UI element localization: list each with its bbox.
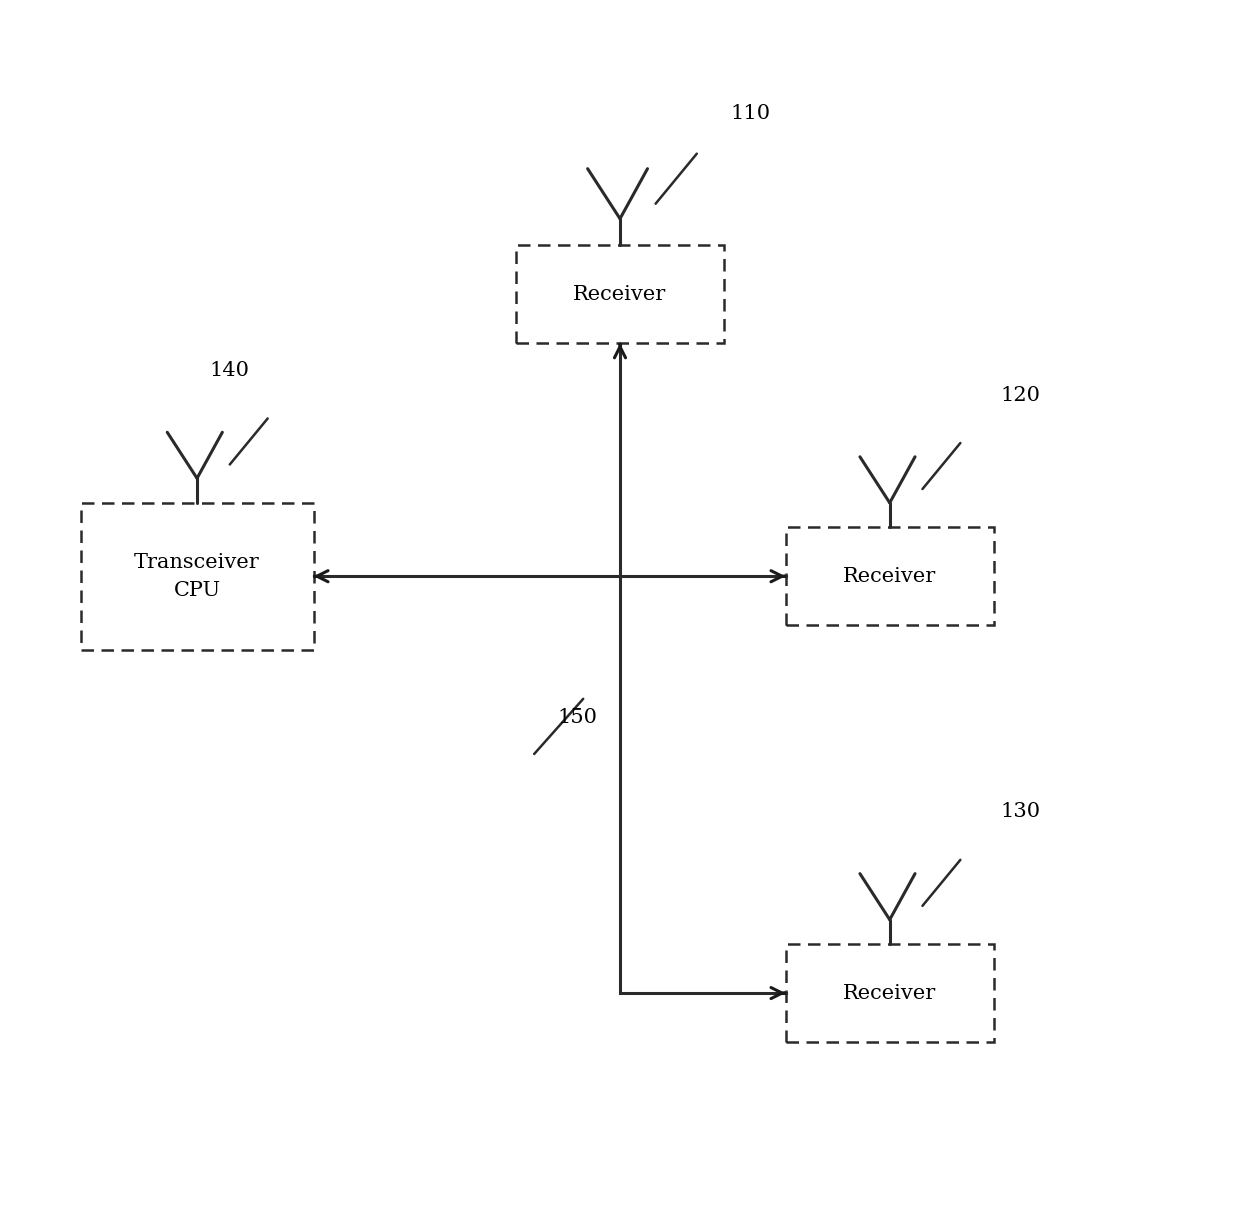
Text: Transceiver
CPU: Transceiver CPU (134, 553, 260, 600)
Text: 130: 130 (999, 803, 1040, 821)
FancyBboxPatch shape (785, 944, 994, 1042)
Text: 140: 140 (210, 362, 249, 380)
Text: Receiver: Receiver (843, 983, 936, 1003)
Text: Receiver: Receiver (573, 284, 667, 304)
Text: Receiver: Receiver (843, 566, 936, 586)
Text: 120: 120 (999, 386, 1040, 405)
FancyBboxPatch shape (516, 245, 724, 343)
Text: 150: 150 (557, 707, 598, 727)
FancyBboxPatch shape (81, 503, 314, 650)
Text: 110: 110 (730, 104, 770, 123)
FancyBboxPatch shape (785, 527, 994, 625)
